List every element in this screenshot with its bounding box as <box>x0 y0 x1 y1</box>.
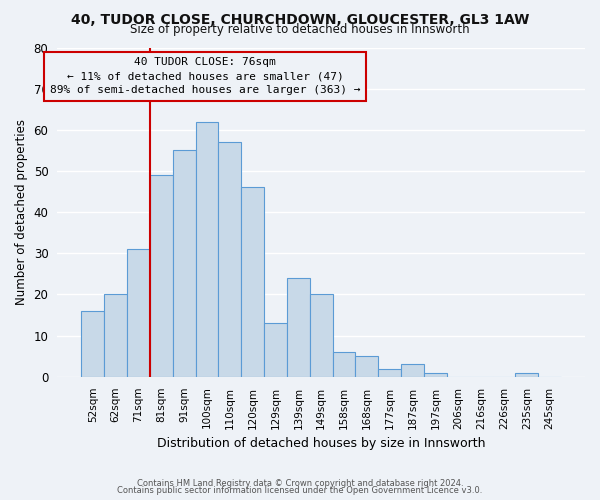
Bar <box>424 372 447 377</box>
X-axis label: Distribution of detached houses by size in Innsworth: Distribution of detached houses by size … <box>157 437 485 450</box>
Bar <box>332 352 355 377</box>
Bar <box>241 188 264 377</box>
Bar <box>401 364 424 377</box>
Text: Size of property relative to detached houses in Innsworth: Size of property relative to detached ho… <box>130 22 470 36</box>
Text: 40, TUDOR CLOSE, CHURCHDOWN, GLOUCESTER, GL3 1AW: 40, TUDOR CLOSE, CHURCHDOWN, GLOUCESTER,… <box>71 12 529 26</box>
Bar <box>82 311 104 377</box>
Bar <box>515 372 538 377</box>
Bar <box>150 175 173 377</box>
Bar <box>310 294 332 377</box>
Bar <box>173 150 196 377</box>
Y-axis label: Number of detached properties: Number of detached properties <box>15 119 28 305</box>
Bar <box>104 294 127 377</box>
Bar <box>287 278 310 377</box>
Bar <box>379 368 401 377</box>
Bar <box>196 122 218 377</box>
Bar <box>127 249 150 377</box>
Bar <box>355 356 379 377</box>
Text: 40 TUDOR CLOSE: 76sqm
← 11% of detached houses are smaller (47)
89% of semi-deta: 40 TUDOR CLOSE: 76sqm ← 11% of detached … <box>50 58 361 96</box>
Text: Contains public sector information licensed under the Open Government Licence v3: Contains public sector information licen… <box>118 486 482 495</box>
Bar <box>264 324 287 377</box>
Text: Contains HM Land Registry data © Crown copyright and database right 2024.: Contains HM Land Registry data © Crown c… <box>137 478 463 488</box>
Bar <box>218 142 241 377</box>
